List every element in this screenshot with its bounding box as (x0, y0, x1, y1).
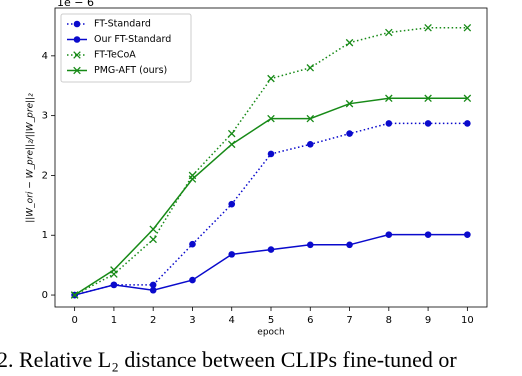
point (424, 23, 432, 32)
series-line (74, 97, 468, 296)
point (424, 94, 432, 103)
point (385, 231, 393, 238)
point (385, 120, 393, 127)
point (424, 231, 432, 238)
point (227, 129, 236, 138)
legend-marker (73, 51, 81, 59)
x-tick-label: 6 (307, 315, 313, 326)
point (228, 251, 236, 258)
point (188, 175, 197, 183)
point (385, 94, 393, 103)
y-tick-label: 1 (42, 230, 48, 241)
legend-box (60, 13, 192, 83)
legend-marker (73, 20, 81, 28)
legend-marker (73, 66, 81, 75)
point (227, 140, 236, 149)
series-line (74, 233, 468, 296)
point (306, 64, 315, 72)
point (267, 114, 275, 123)
point (424, 120, 432, 127)
legend-marker (73, 36, 81, 43)
point (110, 266, 118, 274)
x-tick-label: 7 (346, 315, 352, 326)
point (463, 23, 472, 32)
point (267, 74, 275, 83)
point (267, 246, 275, 253)
point (345, 99, 354, 108)
legend-label: Our FT-Standard (94, 34, 171, 45)
x-tick-label: 5 (268, 315, 274, 326)
point (306, 241, 314, 249)
x-tick-label: 9 (425, 315, 431, 326)
x-tick-label: 8 (386, 315, 392, 326)
point (464, 231, 471, 238)
point (149, 225, 157, 234)
x-tick-label: 4 (229, 315, 235, 326)
x-tick-label: 0 (71, 315, 77, 326)
y-tick-label: 3 (42, 111, 48, 122)
point (189, 276, 196, 284)
point (149, 235, 157, 244)
y-tick-label: 2 (42, 170, 48, 181)
point (149, 286, 157, 294)
x-tick-label: 10 (461, 315, 474, 326)
point (463, 94, 472, 103)
point (306, 141, 314, 148)
point (110, 281, 118, 289)
point (464, 120, 471, 127)
point (346, 241, 353, 249)
point (70, 291, 79, 299)
point (346, 130, 353, 137)
y-tick-label: 4 (42, 51, 48, 62)
x-axis-label: epoch (257, 328, 284, 338)
series-line (74, 122, 468, 296)
caption: 2. Relative L₂ distance between CLIPs fi… (0, 347, 457, 372)
point (385, 28, 393, 37)
point (189, 240, 196, 248)
y-axis-label: ||W_ori − W_pre||₂/||W_pre||₂ (26, 93, 36, 223)
legend-label: FT-TeCoA (94, 50, 136, 61)
point (345, 38, 354, 47)
y-tick-label: 0 (42, 290, 48, 301)
x-tick-label: 2 (150, 315, 156, 326)
point (149, 281, 157, 289)
x-tick-label: 1 (111, 315, 117, 326)
legend-label: FT-Standard (94, 19, 151, 30)
legend-label: PMG-AFT (ours) (94, 65, 167, 76)
point (306, 114, 315, 123)
point (228, 200, 236, 208)
x-tick-label: 3 (189, 315, 195, 326)
point (267, 150, 275, 158)
offset-label: 1e − 6 (57, 0, 94, 9)
